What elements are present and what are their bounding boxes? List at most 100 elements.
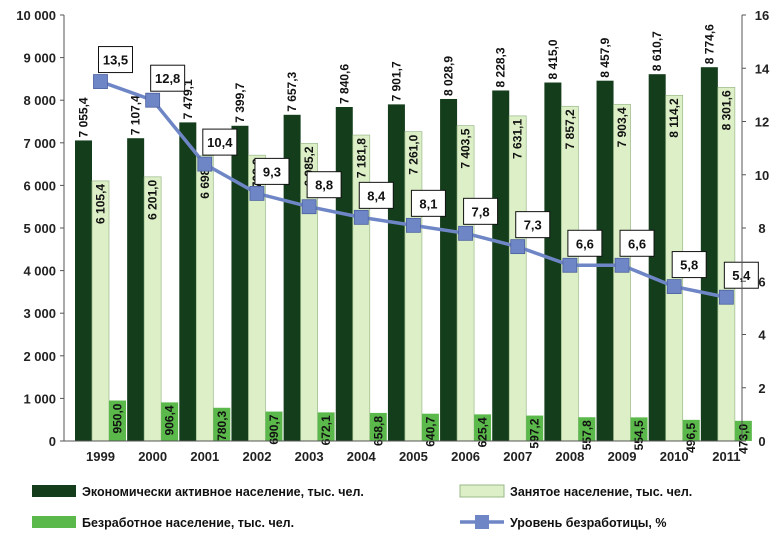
- unemployed-label-2008: 557,8: [580, 420, 594, 450]
- x-tick-2007: 2007: [503, 449, 532, 464]
- x-tick-2006: 2006: [451, 449, 480, 464]
- rate-marker-2004: [353, 209, 369, 225]
- x-tick-2011: 2011: [712, 449, 740, 464]
- unemployed-bar-2006: [474, 414, 492, 441]
- employed-bar-2008: [561, 105, 579, 442]
- y-right-tick: 0: [758, 434, 765, 449]
- rate-label-box-2002: [254, 157, 290, 185]
- employed-bar-2004: [352, 134, 371, 442]
- active-label-1999: 7 055,4: [77, 97, 91, 137]
- rate-marker-2010: [666, 279, 682, 294]
- active-label-2000: 7 107,4: [129, 95, 143, 135]
- rate-label-2006: 7,8: [472, 204, 490, 219]
- active-label-2011: 8 774,6: [702, 24, 716, 64]
- rate-marker-2006: [458, 225, 473, 241]
- unemployed-label-2009: 554,5: [632, 420, 646, 450]
- active-bar-2003: [283, 114, 301, 442]
- employed-bar-2006: [456, 125, 475, 442]
- active-label-2008: 8 415,0: [546, 39, 560, 79]
- active-bar-1999: [75, 140, 92, 442]
- rate-marker-2002: [249, 185, 265, 201]
- y-right-tick: 14: [755, 61, 770, 76]
- unemployed-bar-2000: [161, 402, 179, 441]
- rate-label-box-2003: [306, 171, 342, 199]
- rate-label-box-2008: [567, 229, 603, 257]
- unemployed-bar-1999: [109, 400, 126, 441]
- active-bar-2011: [700, 67, 718, 442]
- rate-marker-2009: [614, 257, 630, 273]
- active-bar-2002: [231, 125, 249, 442]
- rate-label-box-2000: [150, 64, 186, 92]
- unemployed-bar-2011: [734, 420, 752, 441]
- unemployed-label-2010: 496,5: [684, 423, 698, 453]
- unemployed-label-2005: 640,7: [423, 416, 437, 446]
- unemployed-label-2000: 906,4: [163, 405, 177, 435]
- y-left-tick: 0: [49, 434, 56, 449]
- rate-marker-2011: [718, 289, 734, 305]
- active-label-2010: 8 610,7: [650, 31, 664, 71]
- rate-label-box-1999: [98, 46, 133, 74]
- x-tick-2003: 2003: [295, 449, 324, 464]
- employed-label-2009: 7 903,4: [615, 107, 629, 147]
- y-left-tick: 1 000: [23, 391, 56, 406]
- y-left-tick: 9 000: [23, 51, 56, 66]
- legend-label-0: Экономически активное население, тыс. че…: [82, 485, 364, 499]
- employed-label-2004: 7 181,8: [354, 138, 368, 178]
- rate-label-2007: 7,3: [524, 218, 542, 233]
- unemployed-bar-2001: [213, 407, 231, 441]
- active-label-2006: 8 028,9: [442, 56, 456, 96]
- legend-label-1: Занятое население, тыс. чел.: [510, 485, 692, 499]
- y-left-tick: 7 000: [23, 136, 56, 151]
- y-right-tick: 16: [755, 8, 769, 23]
- y-right-tick: 4: [758, 328, 766, 343]
- unemployed-bar-2009: [630, 417, 648, 441]
- rate-marker-2000: [145, 92, 161, 108]
- active-bar-2000: [127, 138, 145, 441]
- legend-swatch-0: [32, 485, 76, 497]
- rate-label-box-2009: [619, 229, 655, 257]
- rate-marker-1999: [93, 74, 108, 89]
- legend-label-2: Безработное население, тыс. чел.: [82, 516, 294, 530]
- y-right-tick: 6: [758, 274, 765, 289]
- active-bar-2005: [387, 104, 405, 442]
- active-bar-2004: [335, 106, 353, 441]
- unemployed-bar-2004: [369, 412, 387, 441]
- y-left-tick: 2 000: [23, 349, 56, 364]
- legend: Экономически активное население, тыс. че…: [32, 484, 692, 530]
- active-label-2004: 7 840,6: [337, 64, 351, 104]
- x-tick-2010: 2010: [660, 449, 689, 464]
- active-bar-2001: [179, 122, 197, 441]
- unemployed-label-2002: 690,7: [267, 414, 281, 444]
- y-left-tick: 4 000: [23, 264, 56, 279]
- employed-label-2007: 7 631,1: [511, 119, 525, 159]
- rate-label-1999: 13,5: [103, 53, 128, 68]
- unemployed-label-2001: 780,3: [215, 410, 229, 440]
- rate-label-2000: 12,8: [155, 71, 180, 86]
- y-right-tick: 8: [758, 221, 765, 236]
- active-label-2002: 7 399,7: [233, 82, 247, 122]
- employed-bar-2005: [404, 131, 423, 442]
- unemployed-label-2003: 672,1: [319, 415, 333, 445]
- axes-layer: 1999 2000 2001 2002 2003 2004 2005 2006 2007 2008…: [16, 8, 770, 464]
- active-bar-2007: [492, 90, 510, 441]
- rate-label-2002: 9,3: [263, 164, 281, 179]
- active-label-2007: 8 228,3: [494, 47, 508, 87]
- unemployed-label-2006: 625,4: [476, 417, 490, 447]
- rate-label-box-2006: [463, 197, 499, 225]
- active-label-2003: 7 657,3: [285, 71, 299, 111]
- unemployed-bar-2010: [682, 419, 700, 441]
- rate-label-2010: 5,8: [680, 258, 698, 273]
- rate-marker-2001: [197, 156, 213, 172]
- unemployed-label-1999: 950,0: [111, 403, 125, 433]
- unemployed-bar-2005: [421, 413, 439, 441]
- rate-marker-2003: [301, 199, 317, 215]
- rate-label-2005: 8,1: [419, 196, 437, 211]
- y-left-tick: 8 000: [23, 93, 56, 108]
- y-right-tick: 12: [755, 115, 769, 130]
- active-bar-2006: [440, 98, 458, 441]
- active-bar-2008: [544, 82, 562, 442]
- unemployed-bar-2008: [578, 417, 596, 441]
- rate-label-2003: 8,8: [315, 178, 333, 193]
- unemployed-bar-2002: [265, 411, 283, 441]
